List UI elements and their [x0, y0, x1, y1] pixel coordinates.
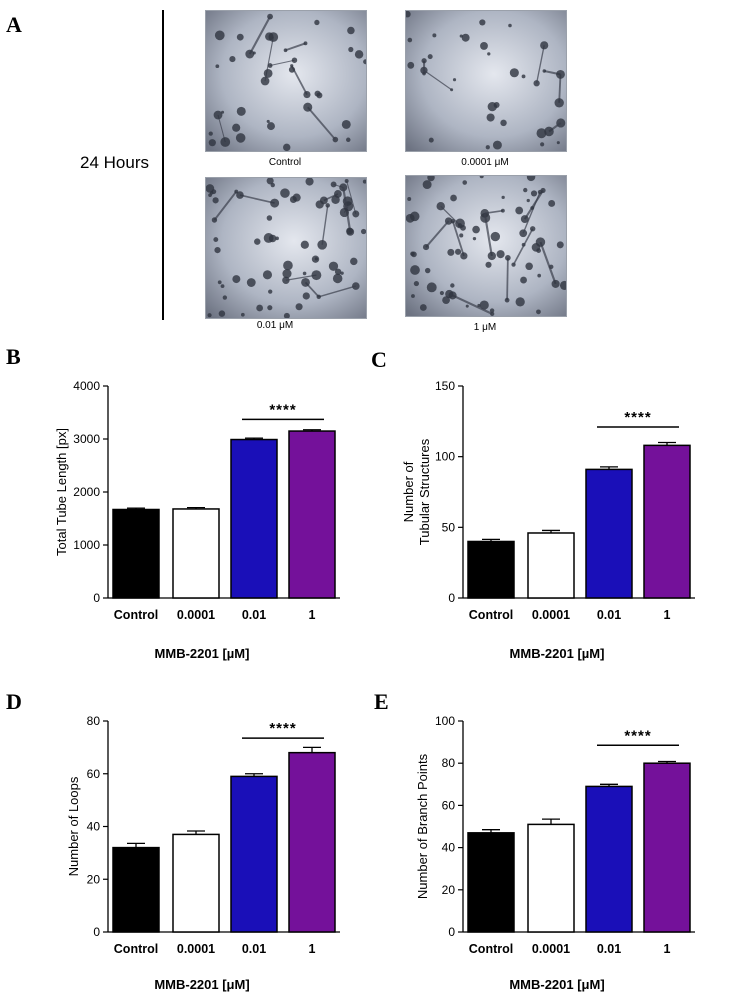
category-label-0-0001: 0.0001: [532, 942, 570, 956]
micrograph-control: [205, 10, 367, 152]
category-label-control: Control: [114, 608, 158, 622]
chart-d: 0 20 40 60 80 Control 0.0001 0.01 1 **** Number of…: [66, 714, 340, 992]
divider-line: [162, 10, 164, 320]
y-axis-label: Number of Loops: [66, 776, 81, 876]
micrograph-1: [405, 175, 567, 317]
category-label-control: Control: [469, 608, 513, 622]
category-label-0-01: 0.01: [242, 608, 266, 622]
y-tick-label: 1000: [73, 538, 100, 552]
panel-letter-e: E: [374, 689, 389, 714]
y-tick-label: 20: [442, 883, 456, 897]
significance-label: ****: [624, 727, 651, 744]
y-tick-label: 60: [87, 767, 101, 781]
bar-1: [288, 751, 336, 933]
bar-control: [112, 846, 160, 933]
y-tick-label: 0: [448, 591, 455, 605]
category-label-0-01: 0.01: [597, 608, 621, 622]
bar-control: [467, 832, 515, 933]
bar-control: [467, 540, 515, 599]
category-label-1: 1: [309, 942, 316, 956]
chart-b: 0 1000 2000 3000 4000 Control 0.0001 0.01 1 **** T…: [54, 379, 340, 661]
y-axis-label: Total Tube Length [px]: [54, 428, 69, 556]
x-axis-label: MMB-2201 [µM]: [510, 646, 605, 661]
y-tick-label: 40: [442, 841, 456, 855]
category-label-0-01: 0.01: [242, 942, 266, 956]
chart-c: 0 50 100 150 Control 0.0001 0.01 1 **** Number of…: [401, 379, 695, 661]
panel-letter-d: D: [6, 689, 22, 714]
category-label-0-0001: 0.0001: [177, 942, 215, 956]
y-tick-label: 20: [87, 872, 101, 886]
time-label: 24 Hours: [80, 153, 149, 172]
y-tick-label: 2000: [73, 485, 100, 499]
micrograph-label-1: 1 μM: [473, 322, 497, 333]
micrograph-label-0-01: 0.01 μM: [256, 320, 294, 331]
bar-0-01: [585, 468, 633, 599]
y-axis-label: Number ofTubular Structures: [401, 438, 432, 545]
significance-label: ****: [269, 401, 296, 418]
category-label-control: Control: [469, 942, 513, 956]
y-tick-label: 80: [87, 714, 101, 728]
category-label-1: 1: [664, 608, 671, 622]
micrograph-label-control: Control: [268, 157, 302, 168]
x-axis-label: MMB-2201 [μM]: [509, 977, 604, 992]
bar-0-0001: [172, 833, 220, 933]
chart-e: 0 20 40 60 80 100 Control 0.0001 0.01 1 **** Number…: [415, 714, 695, 992]
category-label-0-0001: 0.0001: [177, 608, 215, 622]
micrograph-0-01: [205, 177, 367, 319]
bar-control: [112, 508, 160, 599]
y-tick-label: 0: [93, 591, 100, 605]
y-tick-label: 4000: [73, 379, 100, 393]
category-label-1: 1: [664, 942, 671, 956]
y-tick-label: 100: [435, 450, 455, 464]
y-tick-label: 40: [87, 820, 101, 834]
y-tick-label: 0: [93, 925, 100, 939]
panel-letter-c: C: [371, 347, 387, 372]
y-tick-label: 150: [435, 379, 455, 393]
y-tick-label: 60: [442, 798, 456, 812]
bar-0-01: [230, 438, 278, 599]
bar-1: [643, 444, 691, 599]
bar-0-01: [230, 775, 278, 933]
category-label-0-01: 0.01: [597, 942, 621, 956]
y-axis-label: Number of Branch Points: [415, 753, 430, 899]
x-axis-label: MMB-2201 [µM]: [155, 646, 250, 661]
significance-label: ****: [269, 720, 296, 737]
micrograph-0-0001: [405, 10, 567, 152]
y-tick-label: 0: [448, 925, 455, 939]
y-tick-label: 100: [435, 714, 455, 728]
bar-1: [288, 430, 336, 599]
panel-letter-a: A: [6, 12, 22, 37]
bar-1: [643, 762, 691, 933]
y-tick-label: 80: [442, 756, 456, 770]
micrograph-label-0-0001: 0.0001 μM: [461, 157, 509, 168]
y-tick-label: 50: [442, 520, 456, 534]
bar-0-0001: [527, 823, 575, 933]
bar-0-0001: [172, 508, 220, 599]
panel-letter-b: B: [6, 344, 21, 369]
bar-0-0001: [527, 532, 575, 599]
category-label-control: Control: [114, 942, 158, 956]
y-tick-label: 3000: [73, 432, 100, 446]
category-label-0-0001: 0.0001: [532, 608, 570, 622]
significance-label: ****: [624, 409, 651, 426]
category-label-1: 1: [309, 608, 316, 622]
x-axis-label: MMB-2201 [μM]: [154, 977, 249, 992]
bar-0-01: [585, 785, 633, 933]
